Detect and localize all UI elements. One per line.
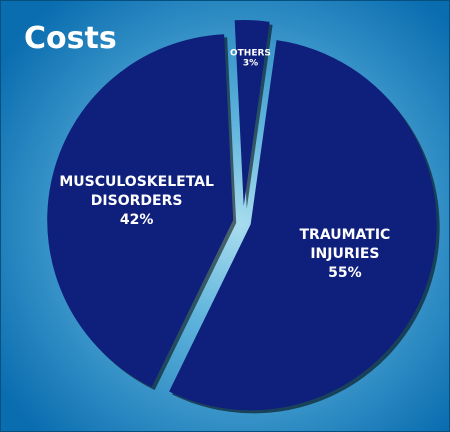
slice-value-label: 42% — [120, 212, 154, 228]
chart-title: Costs — [24, 21, 117, 56]
slice-category-label: INJURIES — [310, 246, 379, 262]
pie-slice — [169, 40, 437, 411]
slice-category-label: MUSCULOSKELETAL — [59, 174, 214, 190]
slice-category-label: DISORDERS — [91, 193, 183, 209]
pie-slice — [234, 20, 270, 207]
pie-labels: TRAUMATIC INJURIES 55% MUSCULOSKELETAL DISOR… — [59, 48, 390, 281]
pie-slices — [47, 20, 440, 414]
slice-value-label: 55% — [328, 265, 362, 281]
slice-category-label: OTHERS — [230, 48, 271, 58]
slice-category-label: TRAUMATIC — [300, 227, 391, 243]
slice-value-label: 3% — [243, 58, 258, 68]
pie-slice — [47, 34, 234, 388]
